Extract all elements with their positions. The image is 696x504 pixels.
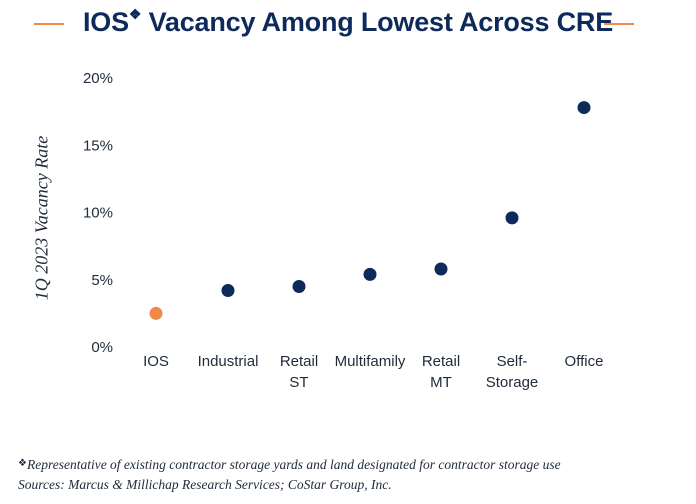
data-point xyxy=(434,262,448,276)
data-point xyxy=(149,306,163,320)
data-points xyxy=(149,101,591,320)
y-tick-label: 20% xyxy=(83,70,113,87)
y-tick-labels: 0% 5% 10% 15% 20% xyxy=(83,70,113,356)
y-tick-label: 0% xyxy=(91,339,113,356)
x-tick-label: IOS xyxy=(143,353,169,370)
footnote-mark: ❖ xyxy=(18,458,27,469)
title-diamond-mark: ❖ xyxy=(128,6,142,22)
title-rest: Vacancy Among Lowest Across CRE xyxy=(141,7,614,37)
data-point xyxy=(505,211,519,225)
x-tick-label: Office xyxy=(565,353,604,370)
x-tick-label: Self-Storage xyxy=(486,353,539,391)
title-rule-left xyxy=(34,23,64,25)
x-tick-labels: IOS Industrial Retail ST Multifamily Retail MT… xyxy=(143,353,603,391)
y-tick-label: 10% xyxy=(83,205,113,222)
data-point xyxy=(577,101,591,115)
x-tick-label: Multifamily xyxy=(335,353,406,370)
vacancy-scatter-chart: 0% 5% 10% 15% 20% IOS Industrial Retail ST Multi… xyxy=(83,70,603,391)
data-point xyxy=(363,267,377,281)
footnote-definition: Representative of existing contractor st… xyxy=(26,457,561,472)
y-tick-label: 15% xyxy=(83,137,113,154)
footnote-sources: Sources: Marcus & Millichap Research Ser… xyxy=(18,477,392,492)
x-tick-label: Industrial xyxy=(198,353,259,370)
title-row: IOS❖ Vacancy Among Lowest Across CRE xyxy=(0,0,696,50)
title-rule-right xyxy=(604,23,634,25)
chart-title: IOS❖ Vacancy Among Lowest Across CRE xyxy=(0,6,696,38)
footnote: ❖Representative of existing contractor s… xyxy=(18,454,561,495)
y-tick-label: 5% xyxy=(91,272,113,289)
footnote-line-1: ❖Representative of existing contractor s… xyxy=(18,454,561,475)
title-main: IOS xyxy=(82,7,129,37)
x-tick-label: Retail MT xyxy=(422,353,460,391)
data-point xyxy=(292,279,306,293)
x-tick-label: Retail ST xyxy=(280,353,318,391)
data-point xyxy=(221,284,235,298)
